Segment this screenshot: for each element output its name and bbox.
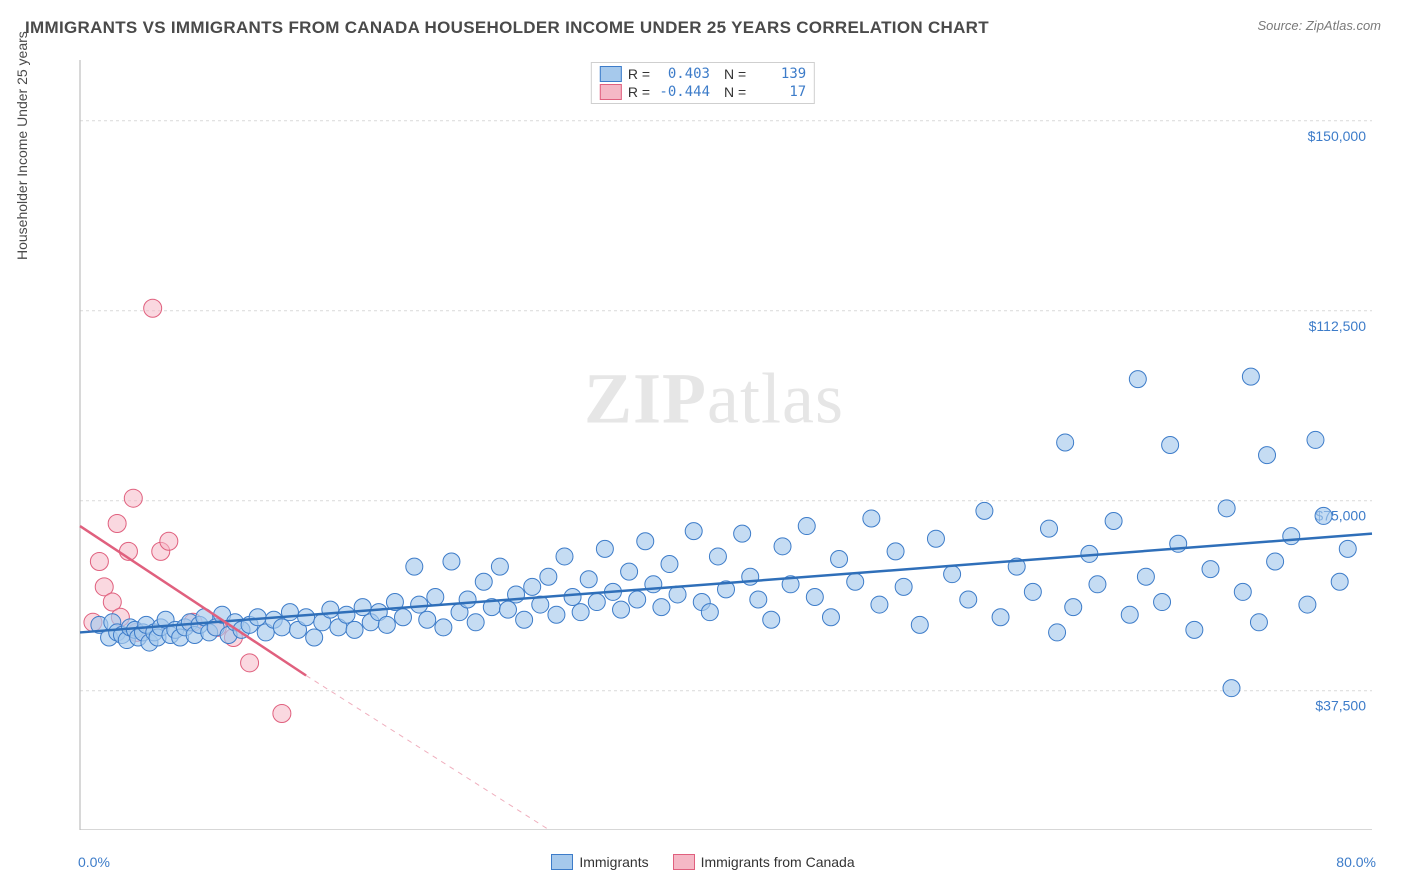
swatch-pink-icon	[673, 854, 695, 870]
n-label: N =	[724, 66, 746, 82]
bottom-legend: Immigrants Immigrants from Canada	[0, 854, 1406, 870]
n-value-blue: 139	[752, 66, 806, 82]
swatch-pink-icon	[600, 84, 622, 100]
n-value-pink: 17	[752, 84, 806, 100]
swatch-blue-icon	[551, 854, 573, 870]
r-value-blue: 0.403	[656, 66, 710, 82]
x-min-label: 0.0%	[78, 854, 110, 870]
swatch-blue-icon	[600, 66, 622, 82]
chart-area: ZIPatlas $37,500$75,000$112,500$150,000	[54, 60, 1374, 830]
svg-text:$37,500: $37,500	[1315, 698, 1366, 714]
r-label: R =	[628, 84, 650, 100]
source-label: Source: ZipAtlas.com	[1257, 18, 1381, 33]
svg-text:$112,500: $112,500	[1309, 318, 1367, 334]
chart-title: IMMIGRANTS VS IMMIGRANTS FROM CANADA HOU…	[25, 18, 989, 38]
legend-item-blue: Immigrants	[551, 854, 648, 870]
stats-legend-box: R = 0.403 N = 139 R = -0.444 N = 17	[591, 62, 815, 104]
legend-item-pink: Immigrants from Canada	[673, 854, 855, 870]
x-max-label: 80.0%	[1336, 854, 1376, 870]
r-label: R =	[628, 66, 650, 82]
svg-text:$150,000: $150,000	[1308, 128, 1367, 144]
r-value-pink: -0.444	[656, 84, 710, 100]
n-label: N =	[724, 84, 746, 100]
legend-label: Immigrants from Canada	[701, 854, 855, 870]
stats-row-blue: R = 0.403 N = 139	[600, 66, 806, 82]
y-axis-label: Householder Income Under 25 years	[14, 31, 30, 260]
stats-row-pink: R = -0.444 N = 17	[600, 84, 806, 100]
chart-svg: $37,500$75,000$112,500$150,000	[54, 60, 1374, 830]
legend-label: Immigrants	[579, 854, 648, 870]
